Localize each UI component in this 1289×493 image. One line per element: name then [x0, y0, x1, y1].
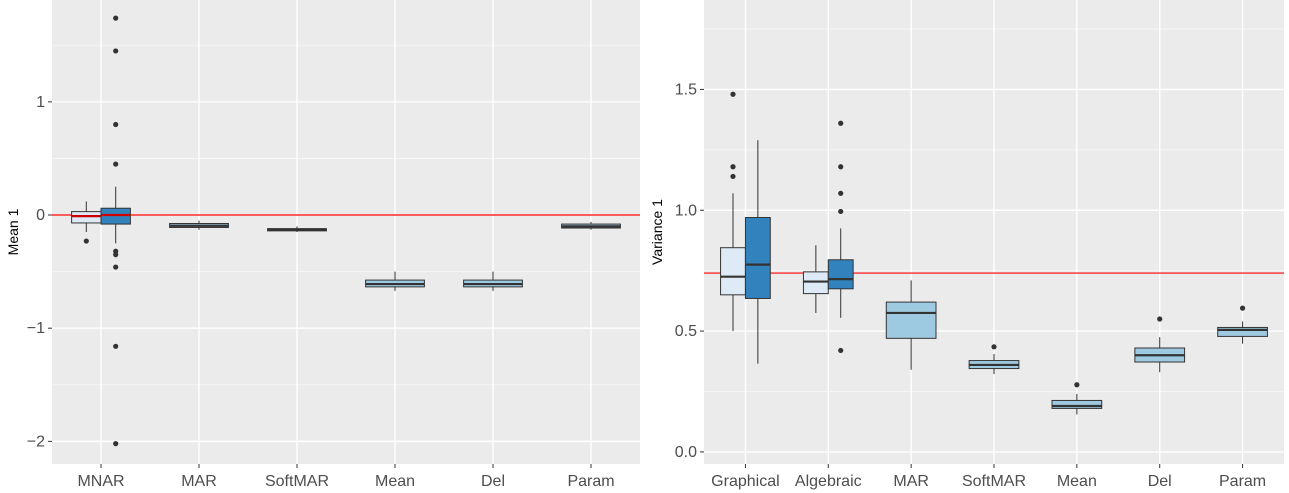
box-body [827, 259, 854, 290]
y-tick-label: 1.5 [675, 81, 697, 98]
y-axis-title: Mean 1 [5, 208, 21, 255]
box-body [1051, 399, 1103, 409]
x-tick-label: SoftMAR [265, 473, 329, 490]
x-tick-label: MNAR [77, 473, 124, 490]
outlier-point [991, 344, 997, 350]
box-body [744, 217, 771, 299]
y-tick-label: 1 [36, 94, 45, 111]
variance-boxplot-panel: 0.0 0.5 1.0 1.5 Graphical Algebraic MAR SoftMAR… [649, 0, 1284, 490]
x-tick-label: Mean [375, 473, 415, 490]
x-tick-label: MAR [181, 473, 217, 490]
outlier-point [83, 238, 89, 244]
box-body [71, 211, 102, 224]
x-tick-label: SoftMAR [962, 473, 1026, 490]
outlier-point [838, 347, 844, 354]
x-tick-label: Mean [1057, 473, 1097, 490]
outlier-point [730, 164, 736, 170]
y-tick-label: −2 [27, 433, 45, 450]
outlier-point [730, 91, 736, 97]
outlier-point [838, 120, 844, 126]
box-body [1217, 326, 1268, 337]
outlier-point [113, 161, 119, 167]
y-tick-label: 0.0 [675, 444, 697, 461]
x-tick-label: MAR [893, 473, 929, 490]
box-body [802, 271, 829, 295]
x-tick-label: Del [1148, 473, 1172, 490]
x-tick-label: Graphical [711, 473, 779, 490]
outlier-point [113, 121, 119, 128]
outlier-point [838, 164, 844, 170]
outlier-point [113, 264, 119, 270]
box-body [885, 301, 937, 339]
y-tick-label: 0.5 [675, 323, 697, 340]
outlier-point [1239, 305, 1246, 311]
x-tick-label: Param [567, 473, 614, 490]
y-tick-label: 0 [36, 207, 45, 224]
panel-background [52, 0, 640, 464]
outlier-point [113, 343, 119, 349]
x-tick-label: Del [481, 473, 505, 490]
outlier-point [1157, 316, 1163, 322]
y-tick-label: −1 [27, 320, 45, 337]
y-axis-title: Variance 1 [649, 199, 665, 265]
outlier-point [730, 173, 736, 180]
y-tick-label: 1.0 [675, 202, 697, 219]
outlier-point [1074, 382, 1080, 388]
outlier-point [838, 190, 844, 196]
box-body [100, 207, 131, 225]
x-tick-label: Param [1219, 473, 1266, 490]
outlier-point [113, 441, 119, 447]
mean-boxplot-panel: −2 −1 0 1 MNAR MAR SoftMAR Mean Del Param Mean 1 [5, 0, 640, 490]
outlier-point [113, 48, 119, 54]
outlier-point [113, 15, 119, 21]
x-tick-label: Algebraic [795, 473, 862, 490]
outlier-point [113, 252, 119, 258]
outlier-point [838, 208, 844, 215]
box-body [720, 247, 746, 296]
